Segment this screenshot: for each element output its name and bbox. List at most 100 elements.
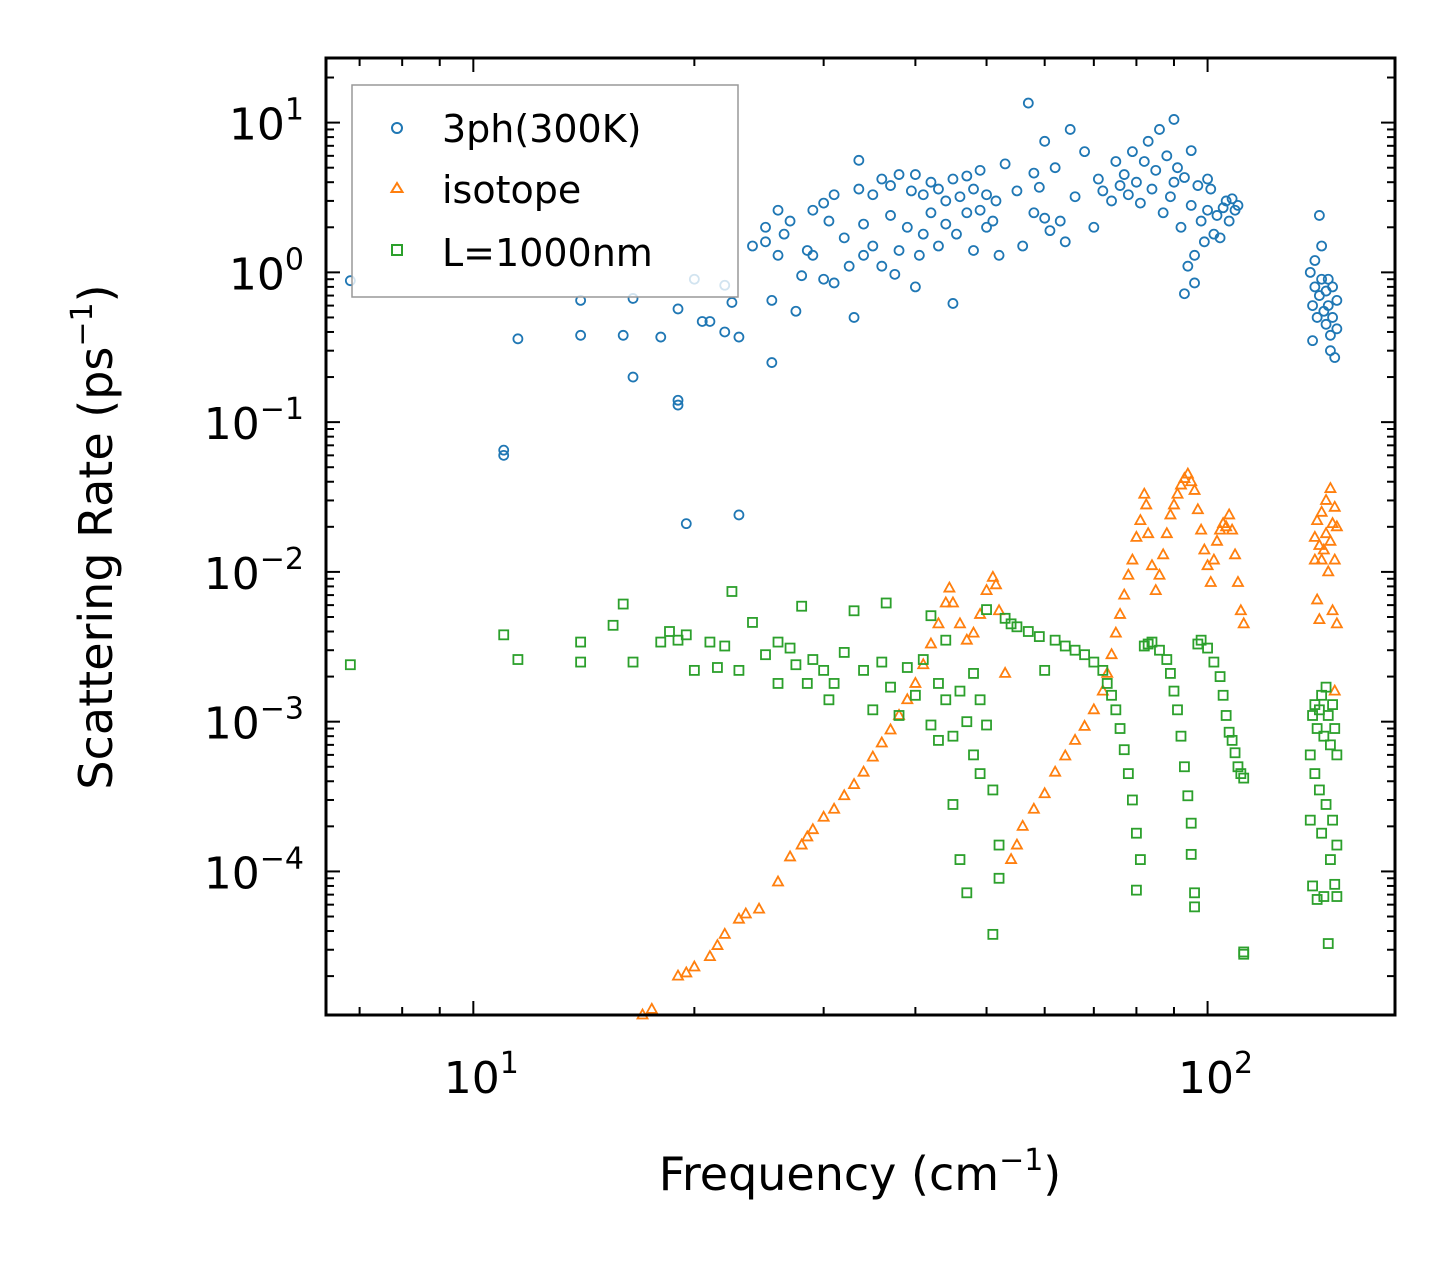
- data-point: [1320, 318, 1332, 330]
- data-point: [1033, 631, 1045, 642]
- data-point: [1194, 522, 1208, 535]
- data-point: [1118, 744, 1130, 756]
- data-point: [1172, 704, 1183, 716]
- data-point: [828, 277, 840, 289]
- data-point: [857, 764, 871, 777]
- data-point: [1310, 513, 1324, 526]
- data-point: [848, 312, 860, 323]
- data-point: [1328, 683, 1342, 696]
- data-point: [800, 829, 814, 842]
- data-point: [1323, 533, 1337, 546]
- data-point: [1039, 212, 1051, 224]
- data-point: [1232, 761, 1244, 773]
- data-point: [1175, 221, 1187, 233]
- data-point: [1189, 249, 1200, 261]
- data-point: [1131, 827, 1142, 839]
- data-point: [1106, 195, 1117, 207]
- data-point: [1223, 215, 1235, 227]
- data-point: [847, 777, 861, 790]
- legend-label-isotope: isotope: [442, 168, 581, 212]
- data-point: [710, 938, 724, 950]
- data-point: [981, 189, 992, 201]
- data-point: [992, 603, 1006, 616]
- data-point: [1198, 236, 1210, 248]
- data-point: [885, 180, 896, 191]
- data-point: [946, 595, 960, 608]
- y-tick-label: 100: [229, 242, 304, 300]
- data-point: [1189, 277, 1200, 289]
- legend-marker-isotope: [389, 181, 405, 193]
- data-point: [1309, 255, 1321, 266]
- data-point: [1225, 522, 1239, 535]
- data-point: [961, 716, 973, 728]
- data-point: [790, 659, 802, 671]
- data-point: [760, 649, 771, 661]
- data-point: [1304, 749, 1316, 761]
- data-point: [680, 629, 692, 641]
- data-point: [1217, 689, 1229, 701]
- data-point: [1101, 678, 1113, 689]
- data-point: [1161, 150, 1173, 162]
- data-point: [1078, 719, 1092, 731]
- legend-frame: [351, 84, 739, 298]
- data-point: [1016, 818, 1030, 831]
- data-point: [733, 331, 745, 343]
- data-point: [772, 678, 784, 689]
- data-point: [1170, 486, 1185, 499]
- data-point: [795, 837, 809, 850]
- data-point: [1096, 683, 1110, 696]
- data-point: [1011, 621, 1023, 633]
- data-point: [1004, 852, 1018, 864]
- data-point: [1316, 240, 1328, 252]
- data-point: [892, 708, 906, 720]
- data-point: [718, 927, 732, 939]
- data-point: [1192, 180, 1204, 191]
- data-point: [1185, 848, 1197, 860]
- data-point: [1088, 221, 1100, 233]
- data-point: [900, 692, 914, 705]
- data-point: [1139, 497, 1153, 510]
- data-point: [672, 303, 684, 315]
- data-point: [1005, 618, 1017, 630]
- data-point: [1237, 616, 1251, 629]
- data-point: [940, 694, 952, 706]
- data-point: [1185, 200, 1197, 211]
- data-point: [1117, 587, 1131, 600]
- data-point: [1311, 894, 1323, 905]
- data-point: [627, 371, 639, 383]
- data-point: [1156, 547, 1170, 560]
- y-axis-label: Scattering Rate (ps−1): [65, 284, 123, 789]
- data-point: [1154, 124, 1165, 135]
- data-point: [1316, 827, 1328, 839]
- data-point: [1307, 335, 1318, 347]
- data-point: [1122, 768, 1134, 780]
- data-point: [981, 604, 992, 616]
- data-point: [719, 640, 731, 652]
- data-point: [617, 598, 629, 610]
- data-point: [901, 662, 913, 673]
- data-point: [575, 329, 587, 341]
- data-point: [954, 854, 966, 865]
- data-point: [993, 249, 1005, 261]
- data-point: [1238, 948, 1250, 960]
- data-point: [688, 664, 700, 676]
- data-point: [712, 662, 723, 673]
- data-point: [867, 189, 879, 201]
- data-point: [1315, 504, 1329, 517]
- data-point: [1313, 210, 1325, 221]
- data-point: [1311, 312, 1323, 323]
- data-point: [933, 734, 944, 746]
- data-point: [1106, 689, 1117, 701]
- data-point: [1182, 260, 1194, 272]
- x-axis-label: Frequency (cm−1): [659, 1143, 1062, 1201]
- data-point: [1308, 530, 1322, 542]
- data-point: [1228, 547, 1242, 560]
- series-2: [344, 586, 1343, 960]
- data-point: [1195, 215, 1207, 227]
- data-point: [1208, 656, 1220, 668]
- data-point: [680, 518, 692, 530]
- y-tick-label: 10−3: [204, 692, 304, 750]
- data-point: [1189, 887, 1200, 899]
- data-point: [1017, 240, 1029, 252]
- data-point: [771, 874, 785, 887]
